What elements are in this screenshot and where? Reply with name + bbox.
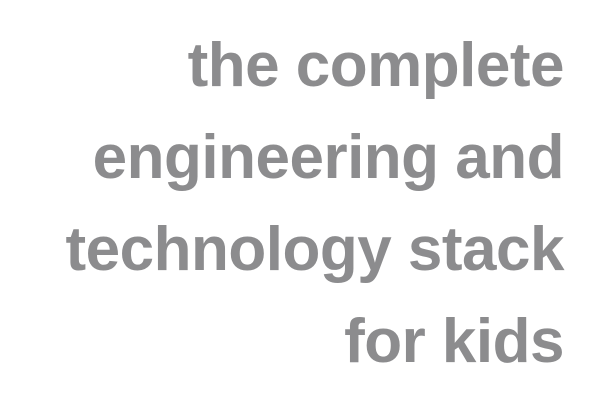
headline: the complete engineering and technology … (65, 20, 565, 388)
headline-line-2: engineering and (92, 123, 565, 192)
headline-line-4: for kids (344, 307, 564, 376)
headline-line-1: the complete (187, 31, 565, 100)
headline-line-3: technology stack (65, 215, 565, 284)
